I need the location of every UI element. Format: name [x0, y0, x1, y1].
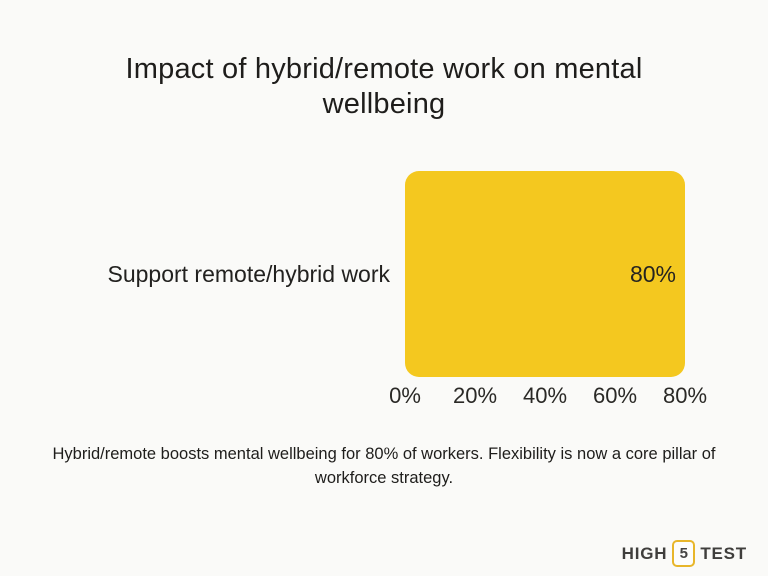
x-tick-label: 80% — [662, 383, 708, 408]
logo-word-high: HIGH — [621, 543, 668, 563]
x-tick-label: 0% — [389, 383, 421, 408]
bar: 80% — [405, 171, 685, 377]
chart-title: Impact of hybrid/remote work on mental w… — [125, 53, 643, 121]
bar-value-label: 80% — [629, 260, 676, 287]
x-axis: 0% 20% 40% 60% 80% — [389, 383, 708, 413]
x-tick-label: 20% — [452, 383, 498, 408]
logo-word-test: TEST — [700, 543, 747, 563]
x-tick-label: 40% — [522, 383, 568, 408]
high5test-logo: HIGH 5 TEST — [622, 540, 747, 567]
chart-caption: Hybrid/remote boosts mental wellbeing fo… — [52, 445, 716, 487]
logo-five-box: 5 — [672, 540, 696, 567]
category-label: Support remote/hybrid work — [107, 261, 390, 287]
x-tick-label: 60% — [592, 383, 638, 408]
